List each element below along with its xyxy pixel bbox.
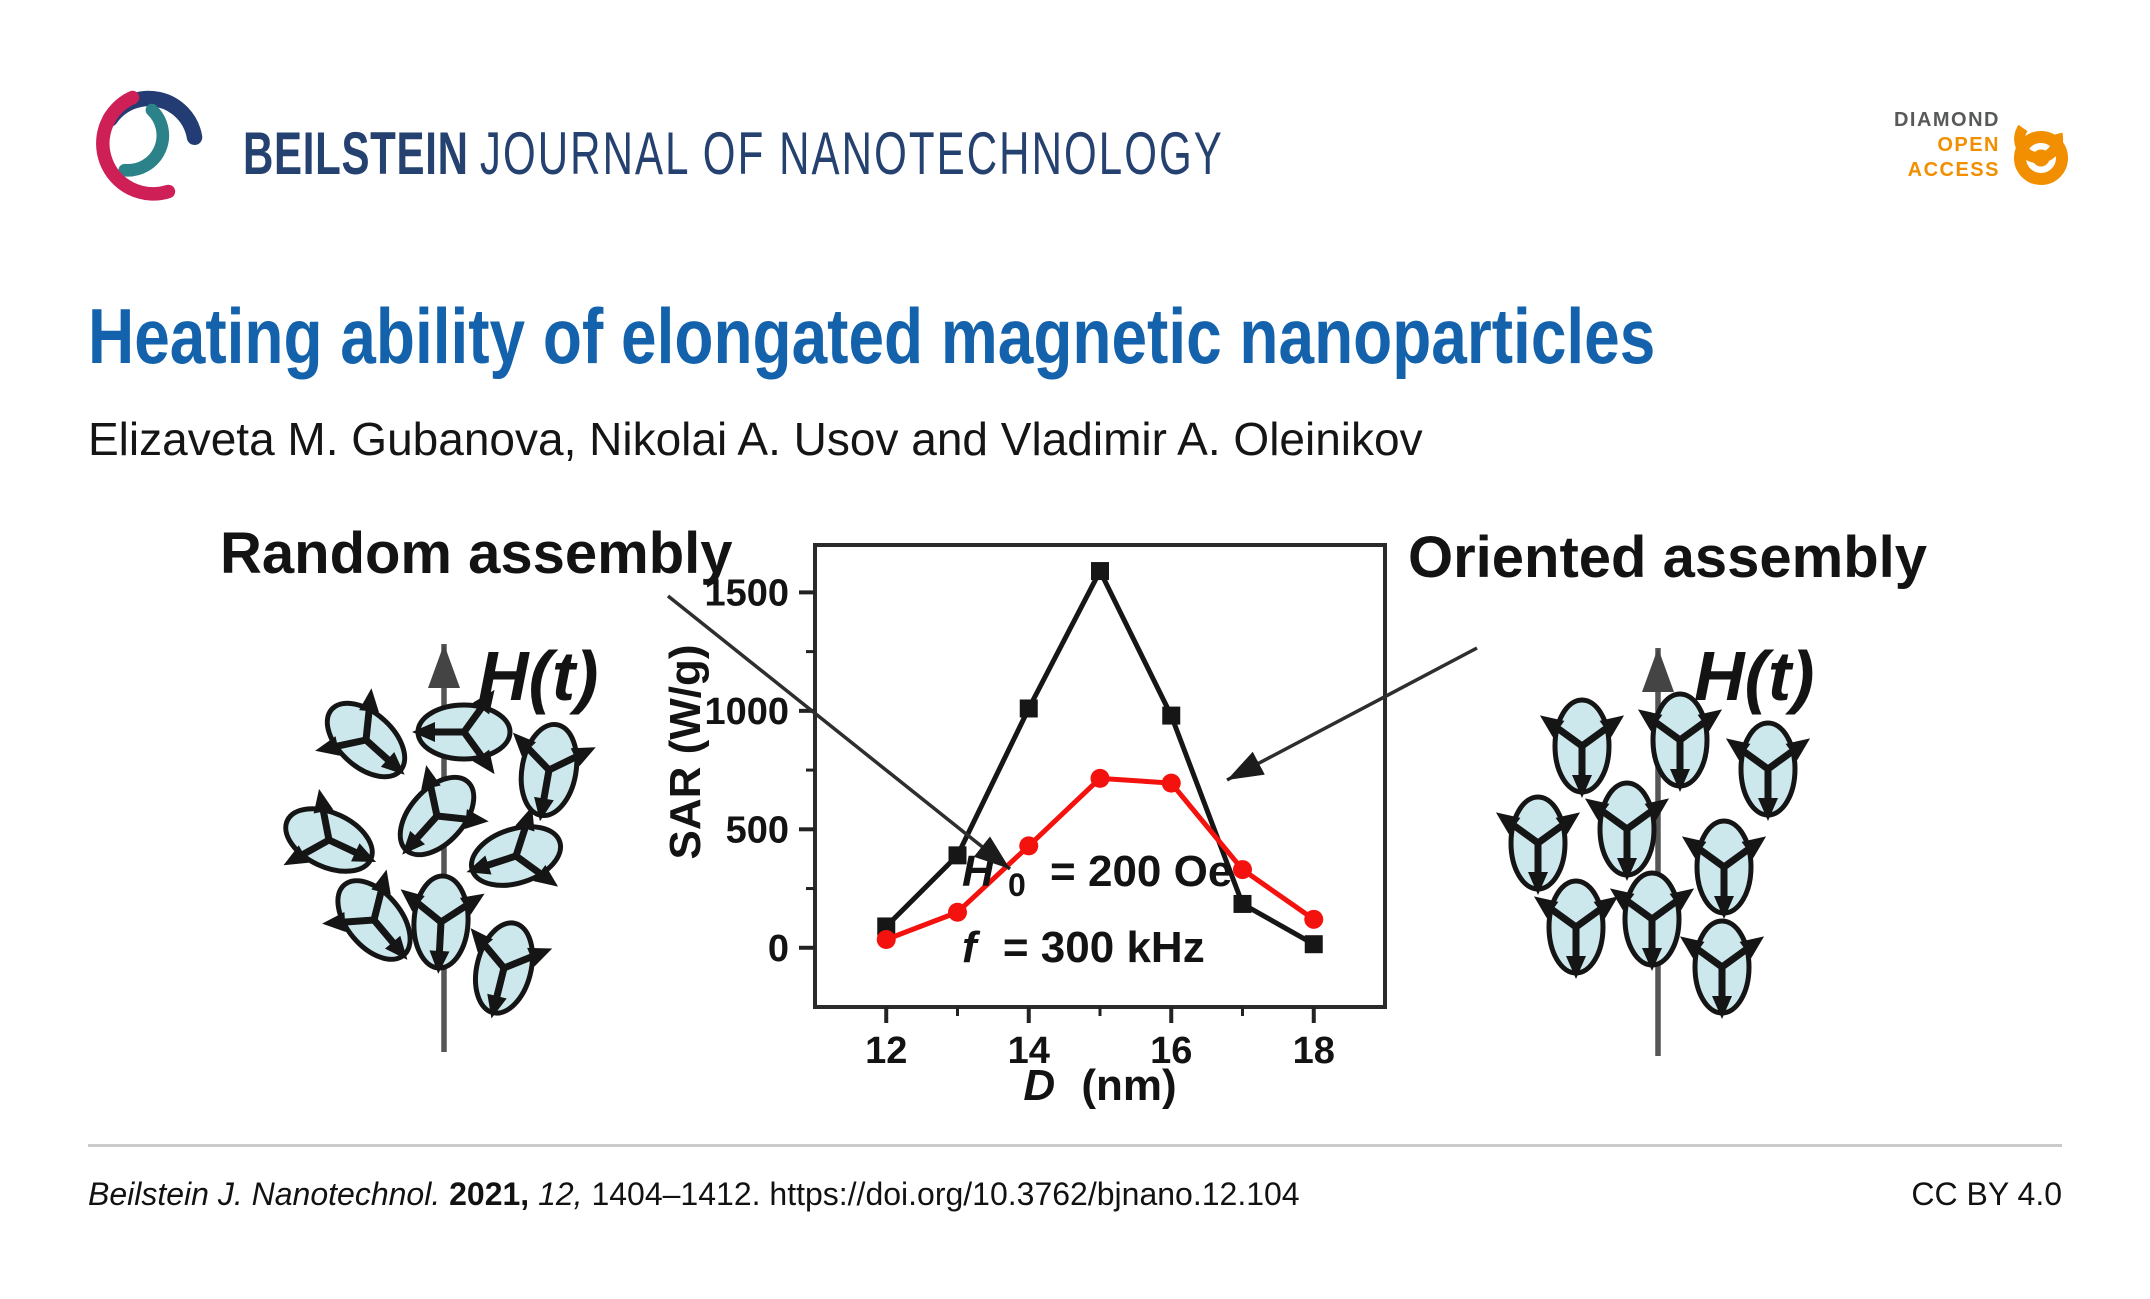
beilstein-logo-icon bbox=[96, 90, 203, 201]
nanoparticle bbox=[1528, 881, 1624, 979]
x-tick-label: 16 bbox=[1150, 1030, 1192, 1072]
marker-square bbox=[1304, 935, 1323, 954]
x-axis-symbol: D bbox=[1023, 1061, 1055, 1110]
oa-diamond-label: DIAMOND bbox=[1893, 109, 2000, 131]
oriented-assembly-pointer-arrow bbox=[1226, 646, 1478, 782]
x-axis-unit: (nm) bbox=[1081, 1061, 1176, 1110]
citation-year: 2021, bbox=[449, 1176, 539, 1212]
marker-circle bbox=[1090, 768, 1110, 788]
journal-logotype: BEILSTEIN JOURNAL OF NANOTECHNOLOGY bbox=[243, 119, 1224, 188]
annotation-field-amplitude: H 0 = 200 Oe bbox=[962, 847, 1232, 906]
page-title: Heating ability of elongated magnetic na… bbox=[88, 292, 1656, 380]
marker-square bbox=[1162, 706, 1181, 725]
open-access-badge: DIAMOND OPEN ACCESS bbox=[1884, 100, 2074, 186]
open-access-text: DIAMOND OPEN ACCESS bbox=[1884, 100, 2000, 183]
y-tick-label: 500 bbox=[726, 809, 789, 851]
footer: Beilstein J. Nanotechnol. 2021, 12, 1404… bbox=[88, 1176, 2062, 1213]
marker-square bbox=[1019, 699, 1038, 718]
oa-open-label: OPEN bbox=[1937, 134, 2000, 156]
swirl-teal-arc bbox=[118, 103, 170, 177]
annotation-frequency: f = 300 kHz bbox=[962, 923, 1205, 972]
license-label: CC BY 4.0 bbox=[1911, 1176, 2062, 1212]
random-assembly-label: Random assembly bbox=[220, 521, 733, 586]
y-tick-label: 0 bbox=[768, 928, 789, 970]
field-label-right: H(t) bbox=[1694, 637, 1814, 715]
marker-square bbox=[1233, 894, 1252, 913]
marker-circle bbox=[1019, 836, 1039, 856]
citation-volume: 12, bbox=[538, 1176, 592, 1212]
nanoparticle bbox=[1534, 700, 1630, 798]
oa-access-label: ACCESS bbox=[1907, 159, 2000, 181]
marker-square bbox=[1091, 562, 1109, 581]
citation-journal: Beilstein J. Nanotechnol. bbox=[88, 1176, 450, 1212]
nanoparticle bbox=[1604, 873, 1700, 971]
nanoparticle bbox=[1720, 723, 1816, 821]
field-label-left: H(t) bbox=[478, 637, 598, 715]
lock-keyhole bbox=[2032, 149, 2050, 167]
x-tick-label: 14 bbox=[1008, 1030, 1050, 1072]
random-assembly-pointer-arrow bbox=[666, 594, 1012, 871]
chart-ticks: 12 14 16 18 0 500 1000 1500 bbox=[704, 572, 1334, 1072]
marker-circle bbox=[1161, 773, 1181, 793]
marker-circle bbox=[1304, 909, 1324, 929]
citation: Beilstein J. Nanotechnol. 2021, 12, 1404… bbox=[88, 1176, 1300, 1213]
nanoparticle bbox=[300, 674, 437, 811]
y-tick-label: 1000 bbox=[704, 691, 789, 733]
marker-circle bbox=[1233, 860, 1252, 880]
nanoparticle bbox=[1674, 921, 1770, 1019]
marker-square bbox=[877, 917, 896, 936]
x-tick-label: 18 bbox=[1293, 1030, 1335, 1072]
authors-line: Elizaveta M. Gubanova, Nikolai A. Usov a… bbox=[88, 413, 1423, 465]
marker-square bbox=[948, 846, 967, 865]
open-access-lock-icon bbox=[2014, 124, 2068, 185]
swirl-crimson-arc bbox=[96, 90, 176, 201]
citation-pages-doi: 1404–1412. https://doi.org/10.3762/bjnan… bbox=[591, 1176, 1300, 1212]
marker-circle bbox=[948, 902, 967, 922]
y-tick-label: 1500 bbox=[704, 572, 789, 614]
chart-series bbox=[876, 562, 1324, 954]
graphical-abstract-figure: 12 14 16 18 0 500 1000 1500 SAR (W/g) D (nm) H … bbox=[220, 521, 1927, 1110]
marker-circle bbox=[876, 929, 896, 949]
x-tick-label: 12 bbox=[865, 1030, 907, 1072]
oriented-assembly-label: Oriented assembly bbox=[1408, 525, 1927, 590]
brand-name: BEILSTEIN bbox=[243, 120, 469, 187]
sar-chart: 12 14 16 18 0 500 1000 1500 SAR (W/g) D (nm) H … bbox=[661, 543, 1387, 1110]
nanoparticle bbox=[1676, 821, 1772, 919]
journal-name: JOURNAL OF NANOTECHNOLOGY bbox=[479, 120, 1224, 187]
footer-divider bbox=[88, 1144, 2062, 1147]
y-axis-title: SAR (W/g) bbox=[661, 644, 710, 859]
lock-body bbox=[2014, 131, 2068, 185]
x-axis-title: D (nm) bbox=[1023, 1061, 1176, 1110]
